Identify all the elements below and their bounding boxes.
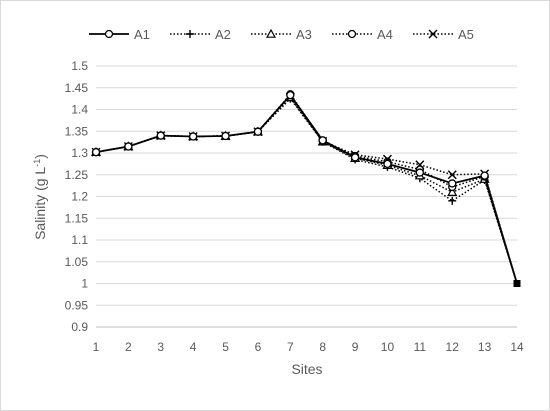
y-tick-label: 1.4: [71, 103, 88, 117]
data-point: [447, 170, 457, 180]
x-tick-label: 8: [319, 340, 326, 354]
legend-label: A3: [296, 27, 312, 42]
x-tick-labels: 1 2 3 4 5 6 7 8 9 10 11 12 13 14: [93, 340, 524, 354]
series-line-a1: [95, 93, 518, 284]
x-tick-label: 10: [381, 340, 395, 354]
x-tick-label: 4: [190, 340, 197, 354]
data-point: [448, 179, 457, 188]
legend-label: A2: [215, 27, 231, 42]
x-tick-label: 11: [414, 340, 427, 354]
x-tick-label: 6: [255, 340, 262, 354]
y-tick-label: 1: [81, 277, 88, 291]
series-a5: [91, 92, 521, 287]
legend-label: A4: [377, 27, 393, 42]
y-axis-title-sup: -1: [32, 159, 42, 167]
y-tick-label: 1.15: [65, 211, 89, 225]
y-axis-title-close: ): [32, 154, 48, 159]
y-tick-label: 1.05: [65, 255, 89, 269]
data-point: [156, 131, 165, 140]
data-point: [189, 132, 198, 141]
y-tick-label: 1.5: [71, 59, 88, 73]
x-tick-label: 13: [478, 340, 492, 354]
legend-item-a2: A2: [170, 27, 231, 42]
y-tick-label: 1.1: [71, 233, 88, 247]
legend-item-a4: A4: [332, 27, 393, 42]
data-point: [253, 127, 263, 136]
x-tick-label: 9: [352, 340, 359, 354]
legend-marker: [186, 30, 194, 38]
y-tick-label: 1.35: [65, 124, 89, 138]
legend-marker: [104, 29, 114, 39]
y-axis-title-main: Salinity (g L: [32, 167, 48, 240]
x-tick-label: 3: [157, 340, 164, 354]
x-axis-title: Sites: [291, 361, 322, 377]
data-point: [415, 160, 425, 170]
y-axis-title: Salinity (g L-1): [32, 154, 48, 240]
x-tick-label: 7: [287, 340, 294, 354]
y-tick-label: 1.2: [71, 190, 88, 204]
data-point: [513, 280, 521, 287]
grid-lines: [96, 65, 517, 328]
legend-item-a5: A5: [413, 27, 474, 42]
legend: A1 A2 A3 A4 A5: [89, 27, 474, 42]
data-point: [447, 186, 458, 196]
legend-item-a1: A1: [89, 27, 150, 42]
series-group: [90, 90, 521, 287]
data-point: [448, 196, 457, 205]
x-tick-label: 1: [93, 340, 100, 354]
data-point: [480, 171, 489, 180]
data-point: [124, 142, 133, 151]
legend-label: A5: [458, 27, 474, 42]
data-point: [383, 159, 392, 169]
y-tick-label: 0.9: [71, 320, 88, 334]
data-point: [350, 153, 360, 162]
legend-item-a3: A3: [251, 27, 312, 42]
series-line-a3: [95, 96, 518, 284]
legend-marker: [265, 28, 277, 38]
x-tick-label: 14: [510, 340, 524, 354]
series-a3: [90, 92, 521, 287]
legend-marker: [347, 29, 357, 39]
series-a4: [91, 90, 521, 287]
data-point: [221, 131, 230, 141]
legend-marker: [428, 29, 438, 39]
y-tick-labels: 0.9 0.95 1 1.05 1.1 1.15 1.2 1.25 1.3 1.35 1.4 1.45…: [65, 59, 89, 334]
series-a1: [91, 90, 521, 287]
x-tick-label: 12: [446, 340, 460, 354]
data-point: [318, 136, 327, 145]
y-tick-label: 0.95: [65, 298, 89, 312]
y-tick-label: 1.3: [71, 146, 88, 160]
legend-label: A1: [134, 27, 150, 42]
x-tick-label: 2: [125, 340, 132, 354]
data-point: [286, 90, 295, 100]
y-tick-label: 1.45: [65, 81, 89, 95]
x-tick-label: 5: [222, 340, 229, 354]
y-tick-label: 1.25: [65, 168, 89, 182]
data-point: [415, 168, 424, 177]
data-point: [91, 147, 101, 157]
